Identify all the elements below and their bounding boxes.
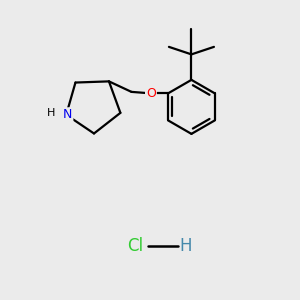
Text: N: N xyxy=(63,108,72,121)
Text: H: H xyxy=(46,108,55,118)
Text: Cl: Cl xyxy=(127,237,143,255)
Text: O: O xyxy=(146,87,156,100)
Text: H: H xyxy=(180,237,192,255)
